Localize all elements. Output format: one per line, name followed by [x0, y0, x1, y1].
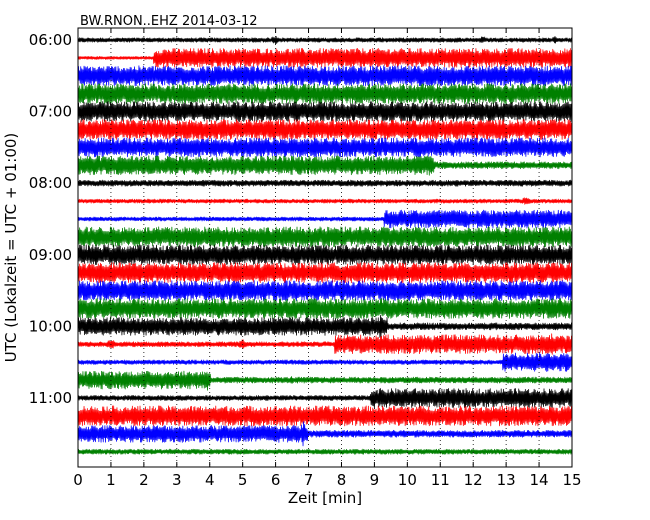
y-tick-label: 11:00 — [29, 389, 72, 407]
trace-0600 — [77, 36, 573, 45]
x-tick-label: 11 — [431, 471, 450, 489]
trace-0630 — [77, 65, 573, 87]
x-tick-label: 13 — [497, 471, 516, 489]
x-tick-label: 9 — [370, 471, 380, 489]
trace-0830 — [77, 209, 573, 229]
y-tick-label: 06:00 — [29, 31, 72, 49]
trace-0845 — [77, 226, 573, 248]
trace-0745 — [77, 155, 573, 176]
x-tick-label: 5 — [238, 471, 248, 489]
y-tick-label: 10:00 — [29, 317, 72, 335]
x-tick-label: 1 — [106, 471, 116, 489]
trace-0945 — [77, 298, 573, 319]
x-tick-label: 2 — [139, 471, 149, 489]
trace-0700 — [77, 101, 573, 122]
trace-0900 — [77, 244, 573, 266]
chart-title: BW.RNON..EHZ 2014-03-12 — [80, 14, 258, 29]
x-tick-label: 10 — [398, 471, 417, 489]
trace-1130 — [77, 421, 573, 447]
trace-1100 — [77, 388, 573, 409]
trace-1015 — [77, 333, 573, 355]
x-tick-label: 0 — [73, 471, 83, 489]
trace-0645 — [77, 83, 573, 105]
x-tick-label: 3 — [172, 471, 182, 489]
x-tick-label: 14 — [530, 471, 549, 489]
x-tick-label: 7 — [304, 471, 314, 489]
trace-0715 — [77, 119, 573, 140]
ticks-layer: 0 1 2 3 4 5 6 7 8 9 10 11 12 13 14 1506:0007:0008:0009:… — [29, 28, 582, 489]
y-axis-label: UTC (Lokalzeit = UTC + 01:00) — [2, 133, 20, 363]
x-tick-label: 4 — [205, 471, 215, 489]
x-tick-label: 15 — [562, 471, 581, 489]
trace-0615 — [77, 48, 573, 68]
trace-1145 — [77, 448, 573, 455]
x-tick-label: 8 — [337, 471, 347, 489]
trace-0730 — [77, 137, 573, 159]
x-tick-label: 12 — [464, 471, 483, 489]
y-tick-label: 09:00 — [29, 246, 72, 264]
trace-0815 — [77, 197, 573, 205]
trace-0930 — [77, 280, 573, 301]
trace-0800 — [77, 179, 573, 187]
plot-frame — [77, 27, 573, 468]
trace-1000 — [77, 315, 573, 338]
trace-1045 — [77, 370, 573, 391]
x-axis-label: Zeit [min] — [288, 489, 362, 507]
trace-1115 — [77, 405, 573, 427]
y-tick-label: 07:00 — [29, 103, 72, 121]
y-tick-label: 08:00 — [29, 174, 72, 192]
traces-layer — [77, 36, 573, 455]
trace-1030 — [77, 352, 573, 372]
trace-0915 — [77, 262, 573, 284]
x-tick-label: 6 — [271, 471, 281, 489]
